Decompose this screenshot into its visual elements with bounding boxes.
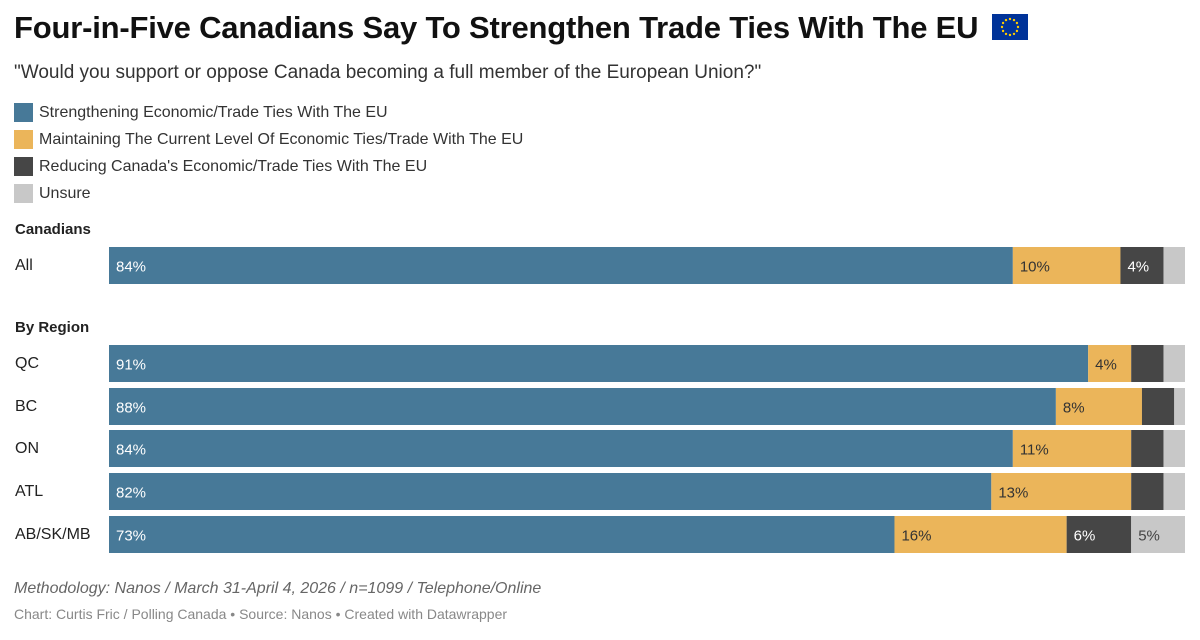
bar-segment-bc-reducing <box>1141 388 1175 425</box>
bar-segment-bc-unsure <box>1174 388 1185 425</box>
legend-swatch-reducing <box>14 157 33 176</box>
data-label-ab-sk-mb-unsure: 5% <box>1138 528 1160 545</box>
eu-flag-star <box>1017 25 1020 29</box>
bar-segment-ab-sk-mb-maintaining <box>894 516 1067 553</box>
row-label-qc: QC <box>15 355 39 372</box>
eu-flag-star <box>1002 29 1005 33</box>
legend: Strengthening Economic/Trade Ties With T… <box>14 99 523 207</box>
data-label-atl-strengthening: 82% <box>116 485 146 502</box>
data-label-ab-sk-mb-maintaining: 16% <box>901 528 931 545</box>
eu-flag-star <box>1001 25 1004 29</box>
legend-swatch-maintaining <box>14 130 33 149</box>
legend-swatch-strengthening <box>14 103 33 122</box>
chart-title-text: Four-in-Five Canadians Say To Strengthen… <box>14 10 979 45</box>
eu-flag-star <box>1002 21 1005 25</box>
legend-item-maintaining: Maintaining The Current Level Of Economi… <box>14 126 523 153</box>
row-label-all: All <box>15 257 33 274</box>
bar-segment-on-strengthening <box>109 430 1013 467</box>
data-label-on-maintaining: 11% <box>1020 442 1049 459</box>
eu-flag-star <box>1009 33 1012 37</box>
legend-item-reducing: Reducing Canada's Economic/Trade Ties Wi… <box>14 153 523 180</box>
eu-flag-star <box>1016 29 1019 33</box>
bar-segment-qc-unsure <box>1163 345 1185 382</box>
group-label-by-region: By Region <box>15 319 90 336</box>
bar-segment-ab-sk-mb-reducing <box>1066 516 1132 553</box>
bar-segment-qc-reducing <box>1131 345 1164 382</box>
bar-segment-all-strengthening <box>109 247 1013 284</box>
row-label-atl: ATL <box>15 483 44 500</box>
data-label-all-strengthening: 84% <box>116 259 146 276</box>
row-label-ab-sk-mb: AB/SK/MB <box>15 526 91 543</box>
bar-segment-bc-maintaining <box>1055 388 1142 425</box>
bar-segment-qc-maintaining <box>1088 345 1132 382</box>
data-label-qc-strengthening: 91% <box>116 357 146 374</box>
chart-credits: Chart: Curtis Fric / Polling Canada • So… <box>14 606 508 622</box>
data-label-on-strengthening: 84% <box>116 442 146 459</box>
data-label-bc-maintaining: 8% <box>1063 400 1085 417</box>
bar-segment-atl-unsure <box>1163 473 1185 510</box>
bar-segment-bc-strengthening <box>109 388 1056 425</box>
row-label-on: ON <box>15 440 39 457</box>
data-label-ab-sk-mb-strengthening: 73% <box>116 528 146 545</box>
eu-flag-icon <box>992 13 1029 40</box>
legend-swatch-unsure <box>14 184 33 203</box>
bar-segment-all-maintaining <box>1012 247 1121 284</box>
bar-segment-on-reducing <box>1131 430 1164 467</box>
eu-flag-star <box>1013 18 1016 22</box>
legend-label-strengthening: Strengthening Economic/Trade Ties With T… <box>39 103 388 121</box>
legend-item-unsure: Unsure <box>14 180 523 207</box>
eu-flag-star <box>1016 21 1019 25</box>
group-label-canadians: Canadians <box>15 221 91 238</box>
data-label-ab-sk-mb-reducing: 6% <box>1074 528 1096 545</box>
bar-segment-atl-strengthening <box>109 473 992 510</box>
legend-item-strengthening: Strengthening Economic/Trade Ties With T… <box>14 99 523 126</box>
data-label-all-maintaining: 10% <box>1020 259 1050 276</box>
data-label-qc-maintaining: 4% <box>1095 357 1117 374</box>
bar-segment-qc-strengthening <box>109 345 1089 382</box>
legend-label-maintaining: Maintaining The Current Level Of Economi… <box>39 130 524 148</box>
bar-segment-atl-maintaining <box>991 473 1132 510</box>
legend-label-unsure: Unsure <box>39 184 91 202</box>
eu-flag-star <box>1005 18 1008 22</box>
data-label-bc-strengthening: 88% <box>116 400 146 417</box>
data-label-all-reducing: 4% <box>1127 259 1149 276</box>
legend-label-reducing: Reducing Canada's Economic/Trade Ties Wi… <box>39 157 428 175</box>
eu-flag-star <box>1009 17 1012 21</box>
bar-segment-ab-sk-mb-strengthening <box>109 516 895 553</box>
methodology-note: Methodology: Nanos / March 31-April 4, 2… <box>14 580 542 597</box>
bar-segment-all-unsure <box>1163 247 1185 284</box>
eu-flag-star <box>1013 32 1016 35</box>
bar-segment-atl-reducing <box>1131 473 1164 510</box>
bar-segment-ab-sk-mb-unsure <box>1131 516 1185 553</box>
bar-segment-all-reducing <box>1120 247 1164 284</box>
data-label-atl-maintaining: 13% <box>998 485 1028 502</box>
bar-segment-on-unsure <box>1163 430 1185 467</box>
chart-title: Four-in-Five Canadians Say To Strengthen… <box>14 10 1029 46</box>
row-label-bc: BC <box>15 398 38 415</box>
bar-segment-on-maintaining <box>1012 430 1132 467</box>
eu-flag-star <box>1005 32 1008 35</box>
chart-subtitle: "Would you support or oppose Canada beco… <box>14 62 762 83</box>
